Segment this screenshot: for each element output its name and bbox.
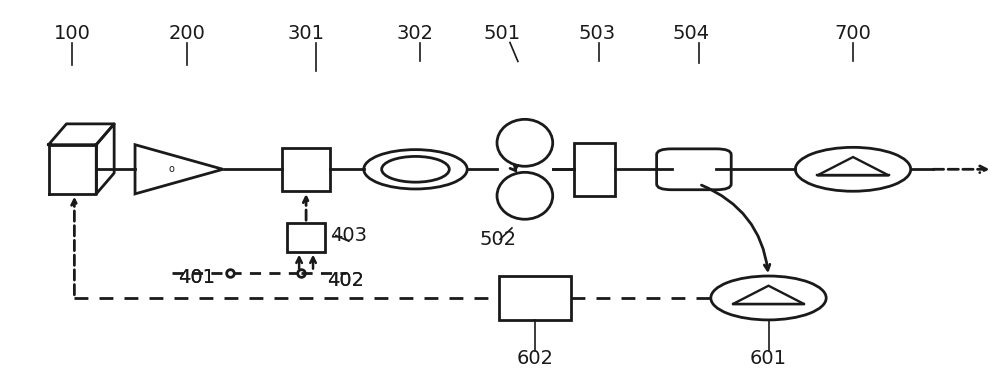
Text: 402: 402 bbox=[327, 271, 364, 290]
Text: 700: 700 bbox=[835, 23, 871, 43]
Text: 100: 100 bbox=[54, 23, 91, 43]
Text: 401: 401 bbox=[178, 268, 215, 286]
Text: 302: 302 bbox=[397, 23, 434, 43]
Text: 200: 200 bbox=[168, 23, 205, 43]
Text: 503: 503 bbox=[579, 23, 616, 43]
Text: 301: 301 bbox=[288, 23, 325, 43]
Text: 504: 504 bbox=[672, 23, 709, 43]
Text: 502: 502 bbox=[479, 230, 517, 249]
Text: 403: 403 bbox=[330, 226, 367, 245]
Text: o: o bbox=[168, 164, 174, 174]
Text: 401: 401 bbox=[178, 268, 215, 286]
Text: 601: 601 bbox=[750, 349, 787, 368]
Text: 602: 602 bbox=[516, 349, 553, 368]
Text: 501: 501 bbox=[483, 23, 521, 43]
Text: 402: 402 bbox=[327, 271, 364, 290]
